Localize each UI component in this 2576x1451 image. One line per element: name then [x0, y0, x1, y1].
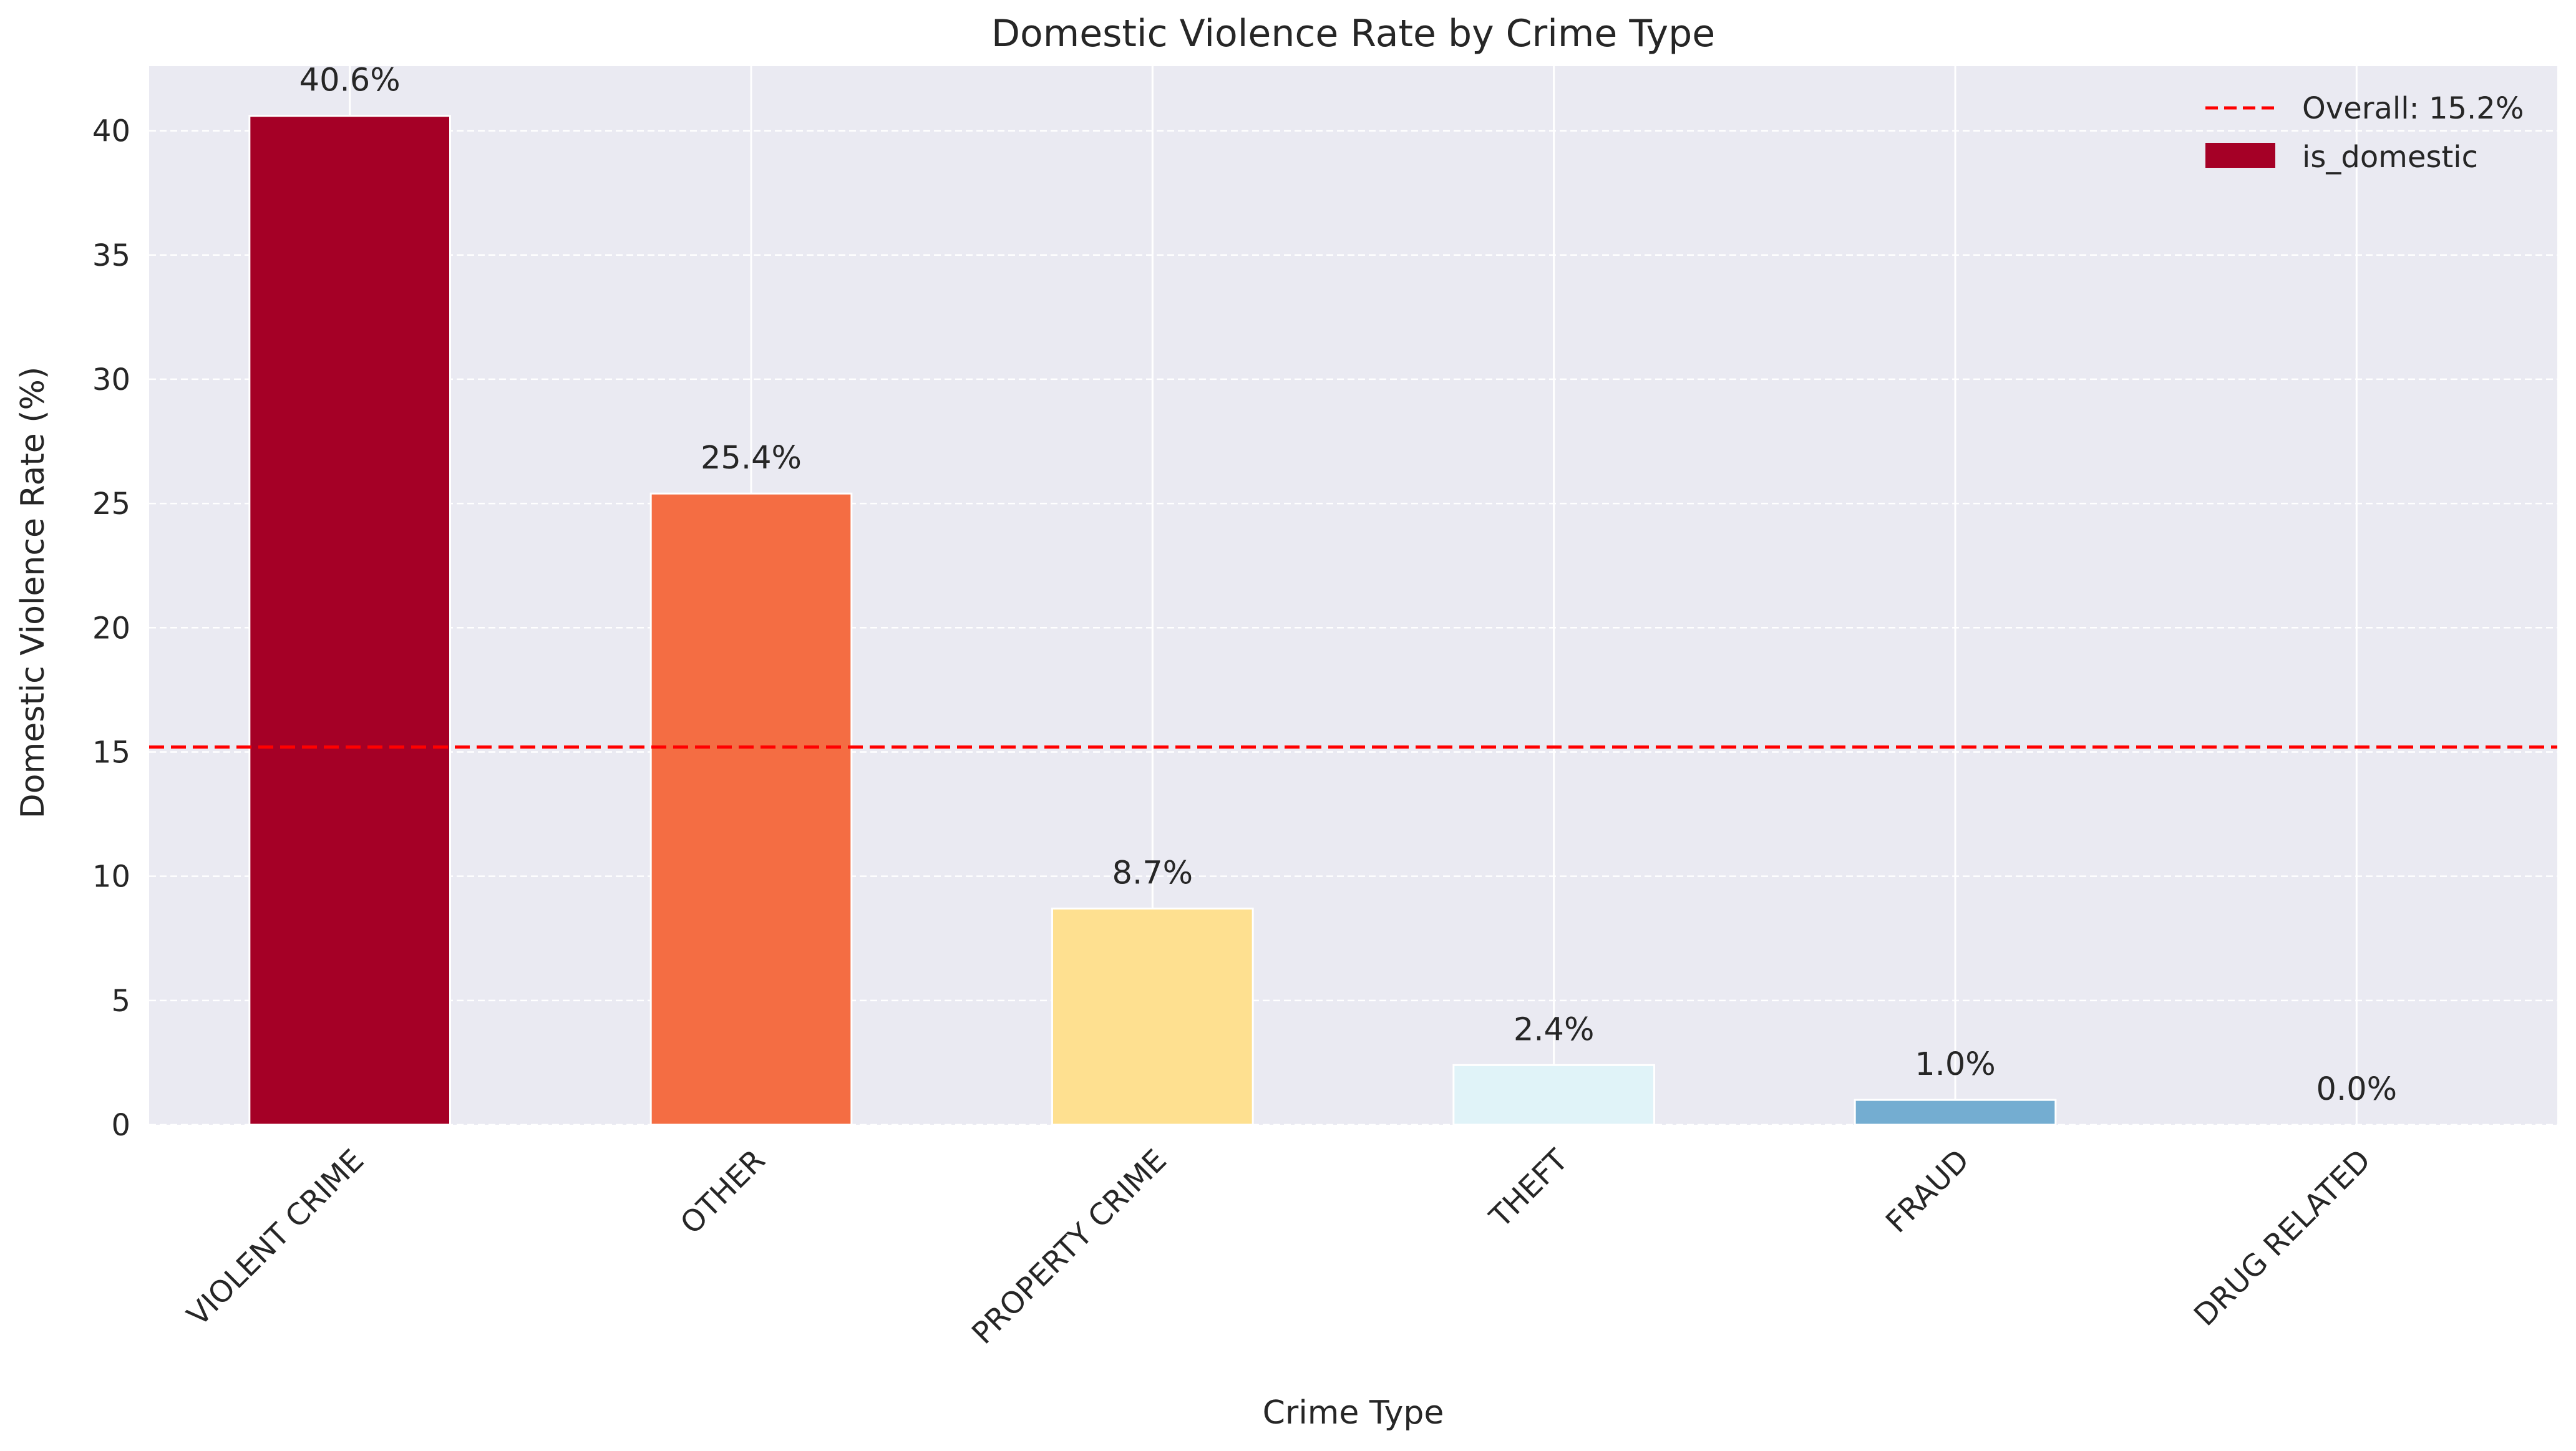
legend-label-is-domestic: is_domestic — [2302, 140, 2478, 175]
plot-background — [149, 66, 2557, 1125]
legend-label-overall: Overall: 15.2% — [2302, 91, 2524, 126]
bar — [649, 492, 853, 1126]
x-tick-label: VIOLENT CRIME — [180, 1143, 371, 1333]
chart-title: Domestic Violence Rate by Crime Type — [991, 12, 1715, 56]
data-label: 0.0% — [2316, 1071, 2398, 1108]
data-labels: 40.6% 25.4% 8.7% 2.4% 1.0% 0.0% — [299, 62, 2397, 1108]
legend-swatch-is-domestic — [2205, 143, 2275, 168]
bars — [248, 115, 2057, 1126]
y-axis-label: Domestic Violence Rate (%) — [14, 367, 52, 819]
data-label: 2.4% — [1514, 1011, 1595, 1048]
data-label: 8.7% — [1112, 855, 1193, 891]
data-label: 1.0% — [1915, 1046, 1996, 1083]
x-tick-label: DRUG RELATED — [2187, 1143, 2378, 1333]
x-axis-ticks: VIOLENT CRIME OTHER PROPERTY CRIME THEFT FRA… — [180, 1142, 2377, 1351]
x-tick-label: THEFT — [1482, 1142, 1575, 1235]
y-tick-label: 10 — [92, 860, 130, 895]
x-tick-label: PROPERTY CRIME — [965, 1143, 1174, 1351]
y-tick-label: 20 — [92, 611, 130, 646]
x-tick-label: OTHER — [674, 1143, 772, 1241]
bar — [1051, 907, 1254, 1126]
x-tick-label: FRAUD — [1879, 1143, 1976, 1240]
bar — [248, 115, 451, 1126]
x-axis-label: Crime Type — [1263, 1394, 1444, 1432]
legend: Overall: 15.2% is_domestic — [2205, 91, 2524, 175]
y-tick-label: 0 — [111, 1108, 130, 1143]
data-label: 40.6% — [299, 62, 401, 99]
y-tick-label: 40 — [92, 114, 130, 149]
y-tick-label: 30 — [92, 362, 130, 397]
data-label: 25.4% — [701, 440, 802, 477]
bar — [1452, 1064, 1655, 1126]
y-tick-label: 15 — [92, 735, 130, 770]
y-tick-label: 35 — [92, 238, 130, 273]
y-axis-ticks: 0 5 10 15 20 25 30 35 40 — [92, 114, 130, 1143]
grid-lines — [149, 66, 2557, 1126]
y-tick-label: 25 — [92, 487, 130, 522]
bar — [1854, 1099, 2057, 1126]
y-tick-label: 5 — [111, 984, 130, 1019]
